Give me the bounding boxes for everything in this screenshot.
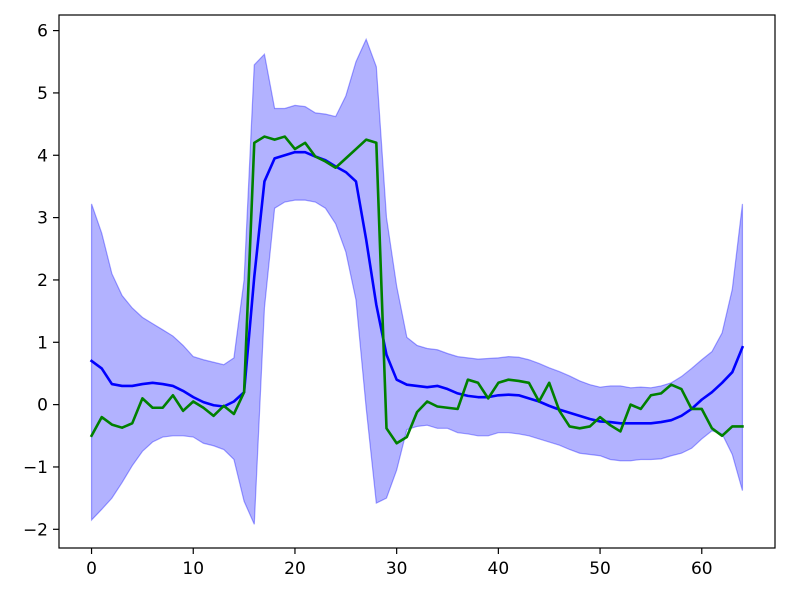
y-tick-label: 6 (37, 22, 48, 42)
y-tick-label: −1 (23, 458, 48, 478)
y-axis: −2 −1 0 1 2 3 4 5 6 (23, 22, 59, 540)
y-tick-label: 1 (37, 333, 48, 353)
y-tick-label: 4 (37, 146, 48, 166)
x-tick-label: 50 (589, 559, 611, 579)
series-line-1 (89, 150, 745, 425)
series-line-2 (89, 135, 744, 445)
plot-frame (58, 14, 776, 549)
x-axis: 0 10 20 30 40 50 60 (86, 548, 713, 579)
x-tick-label: 0 (86, 559, 97, 579)
x-tick-label: 40 (488, 559, 510, 579)
x-tick-label: 10 (182, 559, 204, 579)
y-tick-label: 5 (37, 84, 48, 104)
x-tick-label: 20 (284, 559, 306, 579)
x-tick-label: 60 (691, 559, 713, 579)
y-tick-label: −2 (23, 520, 48, 540)
y-tick-label: 2 (37, 271, 48, 291)
y-tick-label: 3 (37, 209, 48, 229)
y-tick-label: 0 (37, 396, 48, 416)
series-layer (89, 135, 745, 445)
x-tick-label: 30 (386, 559, 408, 579)
